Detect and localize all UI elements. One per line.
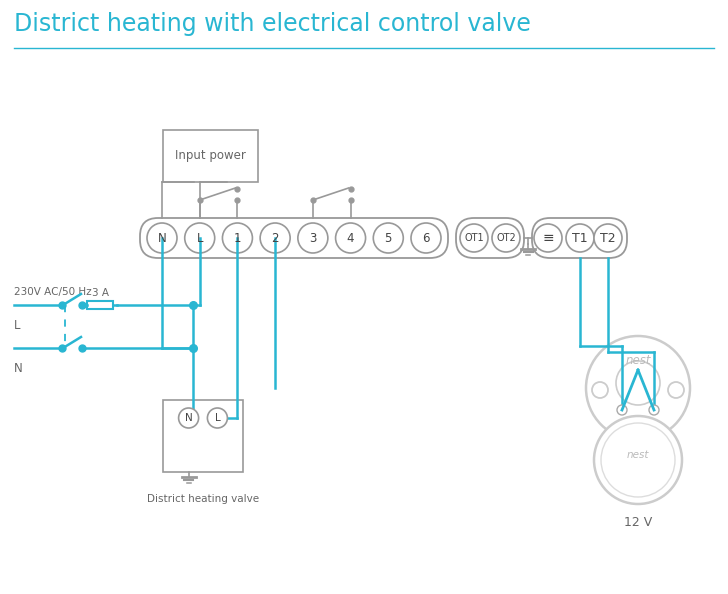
Circle shape [594,224,622,252]
Text: District heating with electrical control valve: District heating with electrical control… [14,12,531,36]
Circle shape [592,382,608,398]
Text: 1: 1 [234,232,241,245]
FancyBboxPatch shape [532,218,627,258]
Circle shape [336,223,365,253]
FancyBboxPatch shape [87,301,113,309]
Text: N: N [14,362,23,375]
Text: 3: 3 [309,232,317,245]
Text: 3 A: 3 A [92,288,108,298]
Text: nest: nest [627,450,649,460]
Text: T1: T1 [572,232,587,245]
Circle shape [586,336,690,440]
Text: 5: 5 [384,232,392,245]
Text: 2: 2 [272,232,279,245]
Circle shape [668,382,684,398]
Text: 4: 4 [347,232,355,245]
Circle shape [373,223,403,253]
Circle shape [492,224,520,252]
Text: Input power: Input power [175,150,246,163]
Text: N: N [185,413,192,423]
FancyBboxPatch shape [140,218,448,258]
Circle shape [223,223,253,253]
Circle shape [185,223,215,253]
Text: nest: nest [625,353,651,366]
Circle shape [260,223,290,253]
Text: T2: T2 [600,232,616,245]
Circle shape [460,224,488,252]
FancyBboxPatch shape [163,400,243,472]
Text: 230V AC/50 Hz: 230V AC/50 Hz [14,287,92,297]
Circle shape [207,408,227,428]
Circle shape [617,405,627,415]
Text: District heating valve: District heating valve [147,494,259,504]
FancyBboxPatch shape [163,130,258,182]
Text: L: L [197,232,203,245]
Text: L: L [215,413,221,423]
Text: 12 V: 12 V [624,516,652,529]
Text: L: L [14,319,20,332]
Circle shape [594,416,682,504]
Text: 6: 6 [422,232,430,245]
Circle shape [649,405,659,415]
Circle shape [178,408,199,428]
FancyBboxPatch shape [456,218,524,258]
Circle shape [147,223,177,253]
Circle shape [534,224,562,252]
Circle shape [566,224,594,252]
Text: N: N [158,232,167,245]
Circle shape [298,223,328,253]
Circle shape [411,223,441,253]
Circle shape [601,423,675,497]
Text: ≡: ≡ [542,231,554,245]
Text: OT2: OT2 [496,233,516,243]
Circle shape [616,361,660,405]
Text: OT1: OT1 [464,233,484,243]
